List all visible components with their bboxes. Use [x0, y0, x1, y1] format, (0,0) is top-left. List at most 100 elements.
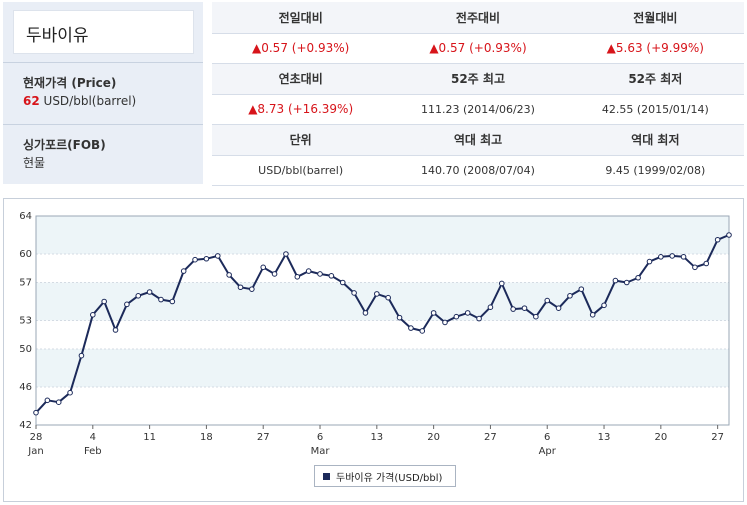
price-line-chart: 42 46 50 53 57 60 64 28 4 11 18 27 6 13 20 27 6 13 20 27 Jan…: [19, 211, 732, 457]
stats-value-row: USD/bbl(barrel) 140.70 (2008/07/04) 9.45…: [212, 155, 744, 186]
x-month-label: Jan: [27, 446, 43, 457]
data-point: [169, 298, 176, 305]
x-tick-label: 11: [143, 432, 156, 443]
x-tick-label: 18: [200, 432, 213, 443]
data-point: [567, 293, 573, 299]
price-chart: 42 46 50 53 57 60 64 28 4 11 18 27 6 13 20 27 6 13 20 27 Jan…: [3, 198, 744, 502]
data-point: [44, 397, 51, 404]
data-point: [226, 272, 232, 278]
data-point: [498, 280, 505, 287]
data-point: [510, 306, 516, 312]
data-point: [294, 274, 301, 280]
data-point: [533, 313, 539, 320]
data-point: [374, 291, 380, 297]
grid-band: [36, 349, 729, 387]
y-tick-label: 46: [19, 382, 32, 393]
data-point: [589, 312, 596, 318]
data-point: [90, 312, 96, 318]
price-value-line: 62 USD/bbl(barrel): [23, 94, 136, 108]
price-stats-table: 전일대비 전주대비 전월대비 ▲0.57 (+0.93%) ▲0.57 (+0.…: [212, 2, 744, 186]
stat-value: 111.23 (2014/06/23): [389, 94, 567, 125]
data-point: [283, 251, 289, 257]
data-point: [33, 409, 39, 416]
stats-header-row: 전일대비 전주대비 전월대비: [212, 2, 744, 34]
stat-value: 42.55 (2015/01/14): [566, 94, 744, 125]
data-point: [692, 264, 698, 271]
y-tick-label: 64: [19, 211, 32, 222]
stat-header: 역대 최저: [566, 124, 744, 156]
data-point: [146, 289, 153, 295]
data-point: [305, 268, 312, 274]
data-point: [601, 302, 607, 309]
stat-header: 역대 최고: [389, 124, 567, 156]
grid-band: [36, 216, 729, 254]
data-point: [214, 253, 221, 259]
commodity-name: 두바이유: [13, 10, 194, 54]
stat-header: 52주 최고: [389, 63, 567, 95]
data-point: [317, 271, 323, 277]
data-point: [328, 273, 335, 279]
divider: [3, 62, 203, 63]
stats-header-row: 연초대비 52주 최고 52주 최저: [212, 63, 744, 95]
data-point: [714, 236, 721, 243]
x-tick-label: 20: [427, 432, 440, 443]
data-point: [112, 327, 119, 333]
data-point: [555, 305, 562, 311]
data-point: [487, 304, 494, 310]
data-point: [419, 328, 426, 334]
x-tick-label: 6: [544, 432, 550, 443]
grid-band: [36, 282, 729, 321]
x-tick-label: 27: [484, 432, 497, 443]
data-point: [271, 271, 278, 277]
stats-value-row: ▲0.57 (+0.93%) ▲0.57 (+0.93%) ▲5.63 (+9.…: [212, 33, 744, 64]
y-tick-label: 60: [19, 249, 32, 260]
divider: [3, 124, 203, 125]
stat-header: 전주대비: [389, 2, 567, 34]
data-point: [680, 254, 687, 260]
data-point: [521, 305, 528, 311]
x-tick-label: 27: [257, 432, 270, 443]
data-point: [237, 284, 244, 291]
stat-header: 전일대비: [212, 2, 390, 34]
data-point: [612, 277, 619, 284]
legend-swatch: [323, 472, 330, 480]
x-tick-label: 13: [598, 432, 611, 443]
data-point: [351, 290, 357, 296]
price-value: 62: [23, 94, 40, 108]
x-month-label: Apr: [539, 446, 557, 457]
data-point: [362, 310, 369, 316]
data-point: [180, 268, 187, 274]
market-label: 싱가포르(FOB): [23, 138, 106, 152]
data-point: [442, 319, 448, 326]
data-point: [635, 274, 641, 281]
stats-value-row: ▲8.73 (+16.39%) 111.23 (2014/06/23) 42.5…: [212, 94, 744, 125]
data-point: [67, 389, 73, 396]
data-point: [55, 399, 62, 405]
x-tick-label: 4: [90, 432, 96, 443]
y-tick-label: 53: [19, 316, 32, 327]
data-point: [646, 258, 653, 265]
stats-header-row: 단위 역대 최고 역대 최저: [212, 124, 744, 156]
data-point: [385, 294, 391, 301]
plot-area: [35, 215, 730, 426]
data-point: [192, 256, 198, 263]
price-label: 현재가격 (Price): [23, 76, 117, 90]
x-tick-label: 20: [654, 432, 667, 443]
data-point: [249, 286, 255, 292]
data-point: [453, 313, 460, 320]
stat-value: ▲0.57 (+0.93%): [212, 33, 390, 64]
stat-value: USD/bbl(barrel): [212, 155, 390, 186]
x-month-label: Mar: [311, 446, 331, 457]
stat-value: ▲0.57 (+0.93%): [389, 33, 567, 64]
data-point: [476, 315, 482, 322]
data-point: [578, 286, 585, 292]
stat-header: 전월대비: [566, 2, 744, 34]
data-point: [158, 296, 164, 303]
stat-header: 연초대비: [212, 63, 390, 95]
data-point: [135, 293, 142, 299]
data-point: [101, 298, 107, 305]
data-point: [78, 352, 85, 359]
market-value: 현물: [23, 156, 46, 170]
data-point: [260, 264, 267, 271]
commodity-info-panel: 두바이유 현재가격 (Price) 62 USD/bbl(barrel) 싱가포…: [3, 2, 203, 184]
